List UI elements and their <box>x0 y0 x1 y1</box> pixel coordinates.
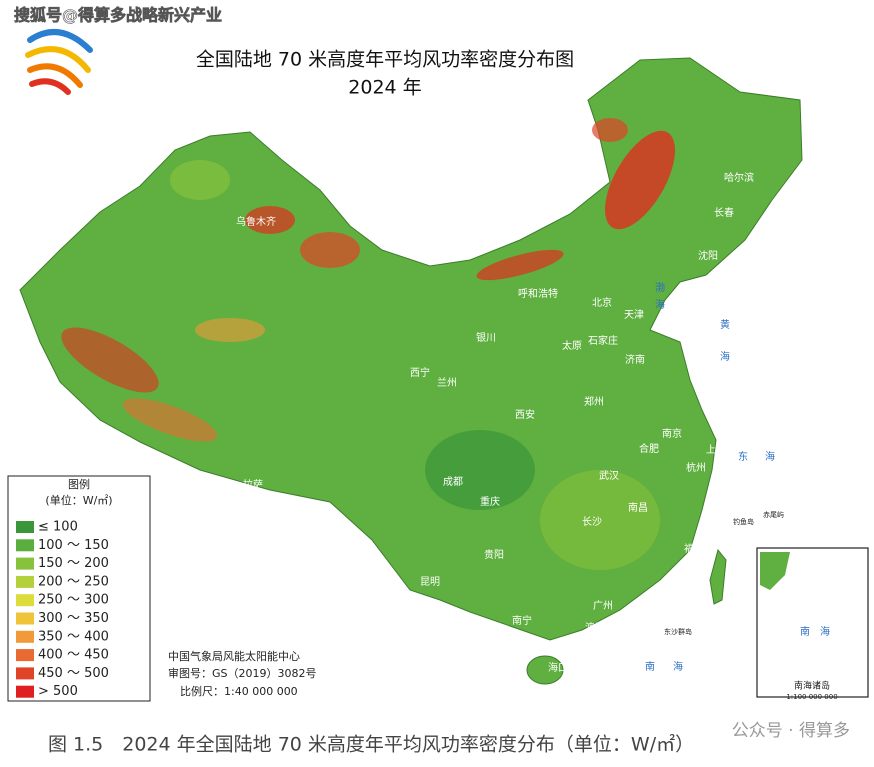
city-label: 长春 <box>714 207 734 219</box>
city-label: 沈阳 <box>698 249 718 262</box>
credit-agency: 中国气象局风能太阳能中心 <box>168 649 300 663</box>
city-label: 兰州 <box>437 376 457 389</box>
inset-name: 南海诸岛 <box>794 680 830 692</box>
city-label: 重庆 <box>480 495 500 508</box>
inset-scale: 1:100 000 000 <box>786 693 837 701</box>
legend-swatch <box>16 575 34 588</box>
hainan <box>526 655 564 685</box>
legend-label: 450 ～ 500 <box>38 666 109 681</box>
city-label: 香港 <box>607 622 627 634</box>
city-label: 昆明 <box>420 576 440 588</box>
legend-label: 350 ～ 400 <box>38 629 109 644</box>
city-label: 南昌 <box>628 501 648 514</box>
legend-unit: (单位：W/㎡) <box>45 493 112 507</box>
city-label: 成都 <box>443 476 463 488</box>
city-label: 哈尔滨 <box>724 171 754 184</box>
map-year: 2024 年 <box>348 77 421 99</box>
legend-swatch <box>16 539 34 552</box>
city-label: 台北 <box>725 553 745 566</box>
sea-label: 黄 <box>720 318 730 331</box>
city-label: 贵阳 <box>484 548 504 561</box>
city-label: 太原 <box>562 339 582 352</box>
sea-label: 南 <box>645 660 655 673</box>
city-label: 呼和浩特 <box>518 288 558 300</box>
sea-labels: 渤 海 黄 海 东 海 南 海 钓鱼岛 赤尾屿 东沙群岛 <box>645 281 784 673</box>
city-label: 澳门 <box>585 621 605 634</box>
sea-label: 东 <box>738 450 748 463</box>
city-label: 天津 <box>624 309 644 321</box>
credit-scale: 比例尺：1:40 000 000 <box>180 684 298 698</box>
legend-label: 150 ～ 200 <box>38 556 109 571</box>
south-sea-inset: 南 海 南海诸岛 1:100 000 000 <box>756 547 869 701</box>
city-label: 广州 <box>593 600 613 612</box>
legend-label: 400 ～ 450 <box>38 648 109 663</box>
city-label: 济南 <box>625 353 645 366</box>
legend-swatch <box>16 649 34 662</box>
legend-label: > 500 <box>38 684 78 699</box>
city-label: 石家庄 <box>588 334 618 347</box>
logo <box>25 29 93 95</box>
city-label: 海口 <box>548 661 568 674</box>
city-label: 长沙 <box>582 516 602 528</box>
legend-swatch <box>16 612 34 625</box>
city-label: 南京 <box>662 427 682 440</box>
legend-swatch <box>16 521 34 533</box>
sea-label: 海 <box>673 660 683 673</box>
city-label: 杭州 <box>686 461 706 474</box>
city-label: 西安 <box>515 408 535 421</box>
legend-swatch <box>16 557 34 570</box>
sea-label: 海 <box>765 450 775 463</box>
inset-sea-label: 南 海 <box>800 625 830 638</box>
credit-approval: 审图号：GS（2019）3082号 <box>168 666 317 680</box>
legend-swatch <box>16 685 34 698</box>
city-label: 北京 <box>592 296 612 309</box>
sea-label: 渤 <box>655 281 665 294</box>
city-label: 南宁 <box>512 614 532 627</box>
watermark: 搜狐号@得算多战略新兴产业 <box>14 6 222 25</box>
legend-label: 100 ～ 150 <box>38 538 109 553</box>
legend-label: 300 ～ 350 <box>38 611 109 626</box>
footer-brand: 公众号 · 得算多 <box>732 721 850 741</box>
city-label: 武汉 <box>599 469 619 482</box>
legend-swatch <box>16 667 34 680</box>
city-labels: 乌鲁木齐 哈尔滨 长春 沈阳 呼和浩特 北京 天津 银川 石家庄 太原 济南 西… <box>236 171 754 674</box>
wind-hotspots <box>61 118 675 570</box>
city-label: 郑州 <box>584 395 604 408</box>
city-label: 拉萨 <box>243 478 263 491</box>
legend-title: 图例 <box>68 477 90 491</box>
island-label: 东沙群岛 <box>664 627 692 636</box>
caption: 图 1.5 2024 年全国陆地 70 米高度年平均风功率密度分布（单位：W/㎡… <box>48 733 694 756</box>
legend-swatch <box>16 630 34 643</box>
city-label: 银川 <box>476 331 496 344</box>
legend-swatch <box>16 594 34 607</box>
city-label: 合肥 <box>639 442 659 455</box>
sea-label: 海 <box>655 298 665 311</box>
island-label: 钓鱼岛 <box>733 517 754 526</box>
sea-label: 海 <box>720 350 730 363</box>
legend-label: 200 ～ 250 <box>38 574 109 589</box>
island-label: 赤尾屿 <box>763 510 784 519</box>
taiwan <box>709 548 727 605</box>
map-title: 全国陆地 70 米高度年平均风功率密度分布图 <box>196 49 574 71</box>
city-label: 西宁 <box>410 366 430 379</box>
city-label: 福州 <box>684 542 704 555</box>
legend-label: 250 ～ 300 <box>38 593 109 608</box>
city-label: 上海 <box>706 443 726 456</box>
legend-label: ≤ 100 <box>38 520 78 535</box>
legend: 图例 (单位：W/㎡) ≤ 100 100 ～ 150 150 ～ 200 200 ～… <box>7 475 151 702</box>
city-label: 乌鲁木齐 <box>236 215 276 228</box>
